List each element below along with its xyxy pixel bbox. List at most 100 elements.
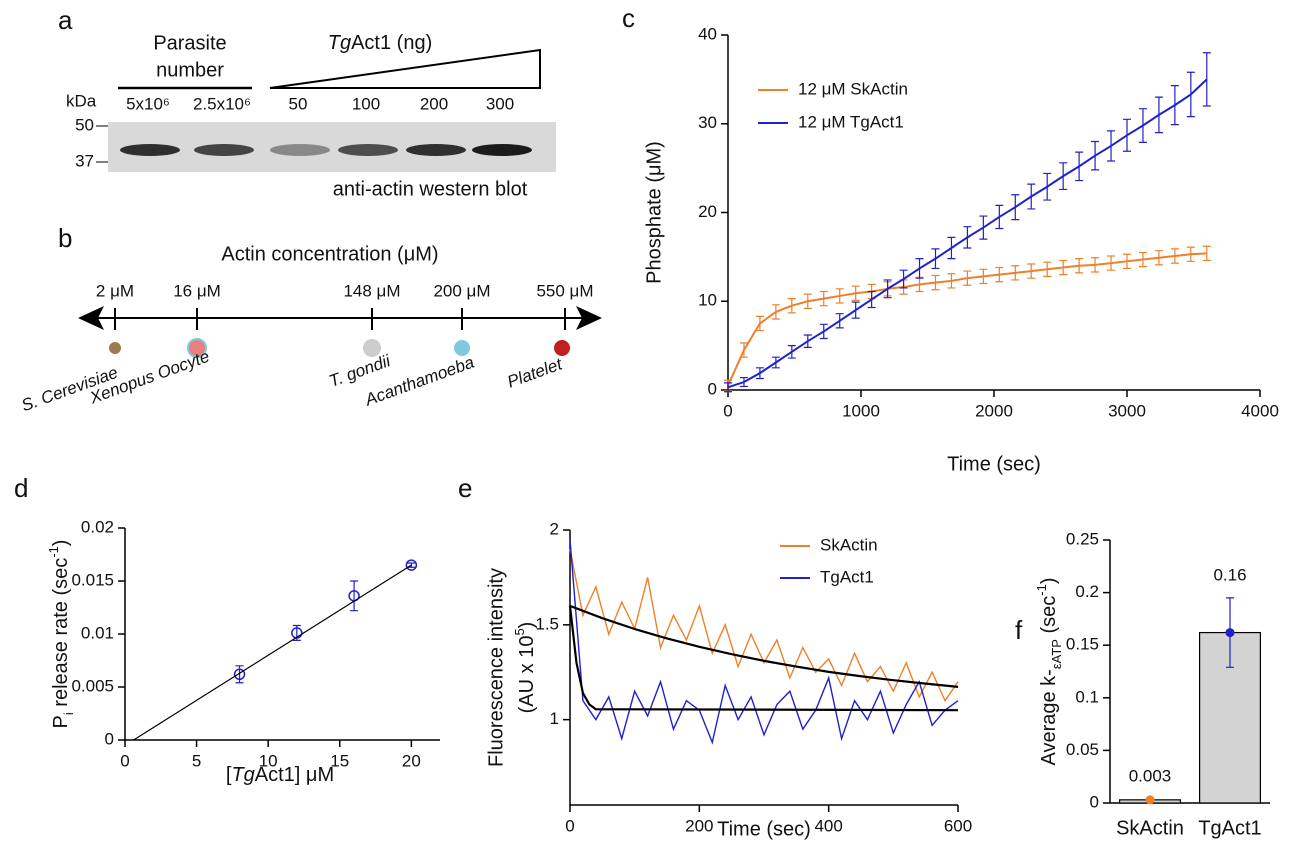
value-label: 0.003 xyxy=(1129,766,1172,785)
band xyxy=(406,144,466,156)
series-line xyxy=(569,548,959,703)
x-tick-label: 0 xyxy=(723,401,732,420)
x-axis-label: Time (sec) xyxy=(717,818,811,840)
label-part: ) xyxy=(50,540,72,547)
band xyxy=(270,144,330,156)
group-label: Parasite xyxy=(153,32,226,54)
fit-line xyxy=(569,604,959,688)
y-tick-label: 10 xyxy=(698,291,717,310)
arrowhead xyxy=(576,306,602,330)
organism-icon xyxy=(363,339,381,357)
chart: 0 0.05 0.1 0.15 0.2 0.25 f Average k-εATP (sec-… xyxy=(1015,529,1270,839)
organism-label: Platelet xyxy=(505,354,566,392)
organism-icon xyxy=(109,342,121,354)
label-part: ) xyxy=(1038,577,1060,584)
x-tick-label: 400 xyxy=(814,816,842,835)
label-part: εATP xyxy=(1049,639,1064,669)
chart: 0 10 20 30 40 0 1000 2000 3000 4000 c Phosphate (μM… xyxy=(622,3,1279,475)
y-tick-label: 0.25 xyxy=(1066,529,1099,548)
concentration-label: 148 μM xyxy=(343,281,400,300)
concentration-label: 550 μM xyxy=(536,281,593,300)
label-part: (AU x 10 xyxy=(516,636,538,714)
y-tick-label: 0.2 xyxy=(1075,582,1099,601)
band xyxy=(120,144,180,156)
y-tick-label: 0.15 xyxy=(1066,635,1099,654)
x-tick-label: 10 xyxy=(259,751,278,770)
label-part: Average k- xyxy=(1038,669,1060,765)
panel-label: d xyxy=(14,473,28,503)
concentration-label: 2 μM xyxy=(96,281,134,300)
x-axis-label: [TgAct1] μM xyxy=(226,764,334,786)
x-tick-label: SkActin xyxy=(1116,817,1184,839)
y-tick-label: 0.1 xyxy=(1075,687,1099,706)
panel-label: e xyxy=(458,473,472,503)
label-part: -1 xyxy=(1034,584,1049,596)
italic: Tg xyxy=(328,32,351,54)
y-tick-label: 0 xyxy=(708,379,717,398)
text: Act1 (ng) xyxy=(351,32,432,54)
label-part: i xyxy=(61,712,76,715)
x-tick-label: 0 xyxy=(120,751,129,770)
x-tick-label: 20 xyxy=(402,751,421,770)
lane-label: 300 xyxy=(486,94,514,113)
timeline-title: Actin concentration (μM) xyxy=(221,243,438,265)
y-axis-label: Fluorescence intensity xyxy=(485,568,507,767)
legend-label: SkActin xyxy=(820,535,878,554)
y-axis-label: Phosphate (μM) xyxy=(643,141,665,284)
y-axis-label: (AU x 105) xyxy=(512,622,538,714)
x-tick-label: 200 xyxy=(685,816,713,835)
x-tick-label: 4000 xyxy=(1241,401,1279,420)
label-part: -1 xyxy=(46,546,61,558)
series-line xyxy=(727,252,1207,386)
point xyxy=(233,668,246,681)
concentration-label: 16 μM xyxy=(173,281,221,300)
x-tick-label: 2000 xyxy=(975,401,1013,420)
y-tick-label: 20 xyxy=(698,202,717,221)
arrowhead xyxy=(78,306,104,330)
x-axis-label: Time (sec) xyxy=(947,453,1041,475)
y-axis-label: Pi release rate (sec-1) xyxy=(46,540,76,729)
point xyxy=(405,559,418,571)
band xyxy=(194,144,254,156)
y-tick-label: 0.05 xyxy=(1066,740,1099,759)
y-tick-label: 0.02 xyxy=(81,517,114,536)
label-part: Tg xyxy=(231,764,254,786)
organism-icon xyxy=(454,340,470,356)
lane-label: 50 xyxy=(289,94,308,113)
fit-line xyxy=(133,564,412,741)
error-bar xyxy=(235,665,244,684)
label-part: (sec xyxy=(1038,596,1060,639)
y-tick-label: 30 xyxy=(698,113,717,132)
gradient-triangle xyxy=(269,48,541,89)
fit-line xyxy=(568,605,959,712)
marker-label: 50 xyxy=(75,115,94,134)
lane-label: 5x10⁶ xyxy=(126,94,170,113)
band xyxy=(338,144,398,156)
x-tick-label: 1000 xyxy=(842,401,880,420)
label-part: [ xyxy=(226,764,232,786)
lane-label: 200 xyxy=(420,94,448,113)
y-tick-label: 0 xyxy=(1090,792,1099,811)
y-tick-label: 40 xyxy=(698,24,717,43)
series-line xyxy=(727,78,1208,389)
label-part: ) xyxy=(516,622,538,629)
y-tick-label: 1 xyxy=(550,709,559,728)
y-tick-label: 2 xyxy=(550,519,559,538)
organism-icon xyxy=(554,340,570,356)
x-tick-label: 5 xyxy=(192,751,201,770)
series-line xyxy=(569,539,959,745)
x-tick-label: 15 xyxy=(330,751,349,770)
y-tick-label: 0.015 xyxy=(71,570,114,589)
label-part: release rate (sec xyxy=(50,558,72,713)
x-tick-label: 600 xyxy=(944,816,972,835)
marker-label: 37 xyxy=(75,151,94,170)
legend-label: 12 μM SkActin xyxy=(798,79,908,98)
chart: 0 0.005 0.01 0.015 0.02 0 5 10 15 20 d Pi release r… xyxy=(14,473,440,786)
label-part: 5 xyxy=(512,628,527,635)
blot-caption: anti-actin western blot xyxy=(333,178,528,200)
point xyxy=(291,627,303,639)
value-label: 0.16 xyxy=(1213,565,1246,584)
